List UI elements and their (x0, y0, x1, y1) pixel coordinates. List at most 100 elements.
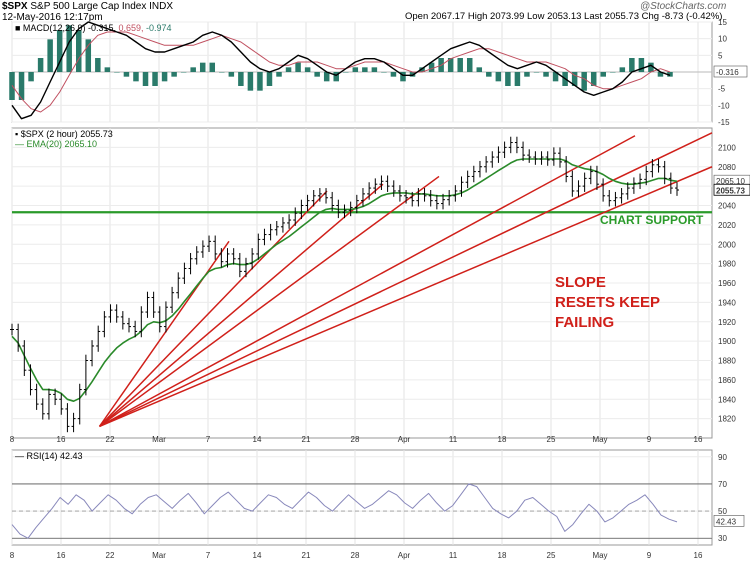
macd-histogram-bar (495, 72, 502, 82)
macd-histogram-bar (419, 67, 425, 72)
macd-histogram-bar (400, 72, 406, 82)
macd-histogram-bar (171, 72, 177, 77)
macd-y-tick-label: -15 (718, 118, 730, 127)
price-legend: ▪ $SPX (2 hour) 2055.73 (15, 129, 113, 139)
macd-histogram-bar (199, 62, 206, 72)
macd-histogram-bar (409, 72, 416, 77)
macd-legend: ■ MACD(12,26,9) -0.315, 0.659, -0.974 (15, 23, 172, 33)
rsi-x-tick-label: 16 (694, 551, 703, 560)
macd-histogram-bar (476, 67, 483, 72)
macd-histogram-bar (657, 72, 664, 77)
price-y-tick-label: 1860 (718, 376, 736, 385)
price-x-tick-label: May (592, 435, 607, 444)
macd-last-value-tag (713, 65, 748, 78)
price-x-tick-label: Mar (152, 435, 166, 444)
rsi-x-tick-label: 22 (106, 551, 115, 560)
macd-histogram-bar (667, 72, 673, 77)
macd-signal-line (11, 31, 671, 113)
quote-summary: Open 2067.17 High 2073.99 Low 2053.13 La… (405, 11, 723, 22)
macd-legend-signal: 0.659, (118, 23, 146, 33)
price-x-tick-label: 14 (253, 435, 262, 444)
macd-y-tick-label: 10 (718, 35, 727, 44)
macd-histogram-bar (276, 72, 282, 77)
rsi-y-tick-label: 70 (718, 480, 727, 489)
macd-histogram-bar (37, 58, 44, 72)
rsi-x-tick-label: May (592, 551, 607, 560)
macd-histogram-bar (505, 72, 511, 86)
macd-histogram-bar (371, 67, 378, 72)
macd-histogram-bar (600, 72, 606, 77)
slope-trendline (98, 190, 328, 427)
annotation-slope: SLOPE (555, 274, 606, 291)
macd-histogram-bar (466, 58, 473, 72)
macd-histogram-bar (619, 67, 626, 72)
macd-histogram-bar (28, 72, 34, 82)
price-y-tick-label: 2100 (718, 143, 736, 152)
macd-histogram-bar (629, 58, 635, 72)
macd-histogram-bar (323, 72, 330, 82)
price-y-tick-label: 1940 (718, 298, 736, 307)
rsi-y-tick-label: 30 (718, 534, 727, 543)
macd-histogram-bar (95, 58, 101, 72)
macd-histogram-bar (56, 30, 63, 72)
macd-histogram-bar (85, 39, 92, 72)
macd-legend-hist: -0.974 (146, 23, 172, 33)
macd-histogram-bar (152, 72, 158, 86)
macd-histogram-bar (552, 72, 559, 82)
macd-histogram-bar (104, 67, 111, 72)
macd-y-tick-label: 5 (718, 51, 723, 60)
price-x-tick-label: 21 (302, 435, 311, 444)
price-last-value-tag (713, 183, 750, 196)
price-x-tick-label: 16 (694, 435, 703, 444)
ema-legend: — EMA(20) 2065.10 (15, 139, 97, 149)
macd-histogram-bar (648, 62, 654, 72)
exchange-label: INDX (149, 1, 174, 12)
macd-histogram-bar (114, 72, 120, 73)
rsi-panel-frame (11, 449, 713, 546)
macd-histogram-bar (581, 72, 587, 91)
macd-histogram-bar (228, 72, 235, 77)
rsi-x-tick-label: Mar (152, 551, 166, 560)
price-x-tick-label: 7 (206, 435, 211, 444)
rsi-x-tick-label: 11 (449, 551, 458, 560)
price-x-tick-label: 16 (57, 435, 66, 444)
price-x-tick-label: 11 (449, 435, 458, 444)
price-y-tick-label: 1840 (718, 395, 736, 404)
annotation-failing: FAILING (555, 314, 614, 331)
macd-histogram-bar (123, 72, 130, 77)
price-last-value-label: 2055.73 (716, 186, 745, 195)
macd-histogram-bar (543, 72, 549, 77)
macd-histogram-bar (161, 72, 168, 82)
macd-histogram-bar (285, 67, 292, 72)
index-name: S&P 500 Large Cap Index (30, 1, 147, 12)
macd-histogram-bar (447, 58, 454, 72)
rsi-y-tick-label: 90 (718, 453, 727, 462)
price-y-tick-label: 2000 (718, 240, 736, 249)
macd-histogram-bar (219, 72, 225, 73)
price-y-tick-label: 1960 (718, 279, 736, 288)
macd-y-tick-label: -5 (718, 85, 726, 94)
slope-trendline (99, 132, 713, 428)
price-y-tick-label: 1920 (718, 318, 736, 327)
rsi-x-tick-label: 8 (10, 551, 15, 560)
rsi-x-tick-label: 18 (498, 551, 507, 560)
watermark: @StockCharts.com (640, 1, 727, 12)
price-x-tick-label: 25 (547, 435, 556, 444)
rsi-x-tick-label: 21 (302, 551, 311, 560)
macd-histogram-bar (590, 72, 597, 86)
rsi-last-value-tag (713, 515, 745, 527)
chart-title: $SPX S&P 500 Large Cap Index INDX (2, 1, 173, 12)
macd-last-value-label: -0.316 (716, 68, 739, 77)
annotation-chart-support: CHART SUPPORT (600, 213, 704, 227)
ema-last-value-label: 2065.10 (716, 177, 745, 186)
macd-histogram-bar (314, 72, 320, 77)
price-x-tick-label: 18 (498, 435, 507, 444)
rsi-x-tick-label: 25 (547, 551, 556, 560)
price-x-tick-label: 8 (10, 435, 15, 444)
macd-histogram-bar (571, 72, 578, 86)
macd-y-tick-label: -10 (718, 101, 730, 110)
macd-histogram-bar (304, 67, 311, 72)
annotation-resets-keep: RESETS KEEP (555, 294, 660, 311)
